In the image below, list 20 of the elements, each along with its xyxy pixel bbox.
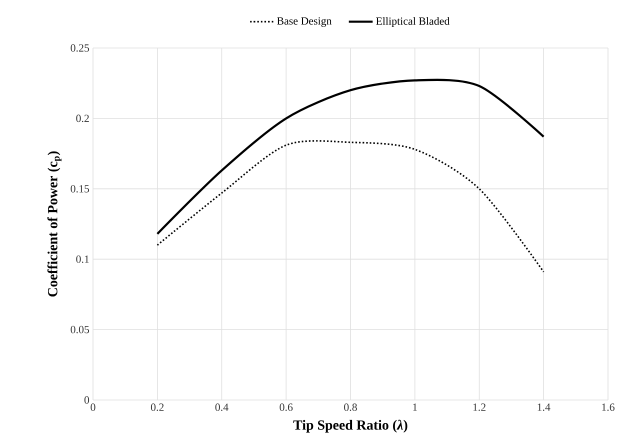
y-tick-label: 0.25 (70, 44, 90, 52)
x-tick-label: 0.4 (215, 404, 228, 411)
y-tick-label: 0.2 (76, 114, 89, 122)
legend-label: Elliptical Bladed (376, 17, 450, 28)
x-tick-label: 0 (90, 404, 96, 411)
x-tick-label: 0.6 (280, 404, 293, 411)
line-series (156, 78, 545, 235)
x-tick-label: 0.2 (150, 404, 164, 411)
x-tick-label: 1.4 (538, 404, 550, 411)
y-axis-title: Coefficient of Power (c$_{p}$) (47, 151, 62, 297)
x-tick-label: 1 (413, 404, 417, 411)
x-tick-label: 0.8 (344, 404, 357, 411)
y-tick-label: 0.1 (76, 255, 89, 263)
y-tick-label: 0.05 (70, 326, 90, 334)
x-tick-label: 1.6 (602, 404, 615, 411)
y-tick-label: 0 (84, 396, 90, 404)
legend-label: Base Design (277, 17, 332, 27)
x-tick-label: 1.2 (473, 404, 486, 411)
x-axis-title: Tip Speed Ratio (λ) (293, 420, 408, 433)
y-tick-label: 0.15 (70, 185, 90, 193)
